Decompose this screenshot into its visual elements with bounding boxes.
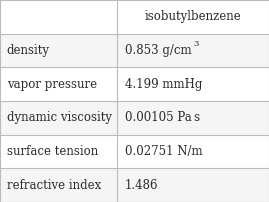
Bar — [0, 34, 269, 67]
Bar — [0, 135, 269, 168]
Text: vapor pressure: vapor pressure — [7, 78, 97, 91]
Text: dynamic viscosity: dynamic viscosity — [7, 111, 112, 124]
Text: density: density — [7, 44, 50, 57]
Text: isobutylbenzene: isobutylbenzene — [145, 10, 241, 23]
Text: 0.853 g/cm: 0.853 g/cm — [125, 44, 192, 57]
Text: 4.199 mmHg: 4.199 mmHg — [125, 78, 203, 91]
Text: 1.486: 1.486 — [125, 179, 159, 192]
Bar — [0, 67, 269, 101]
Bar — [0, 168, 269, 202]
Bar — [0, 101, 269, 135]
Text: surface tension: surface tension — [7, 145, 98, 158]
Text: 0.00105 Pa s: 0.00105 Pa s — [125, 111, 200, 124]
Text: 3: 3 — [193, 40, 199, 48]
Text: 0.02751 N/m: 0.02751 N/m — [125, 145, 203, 158]
Text: refractive index: refractive index — [7, 179, 101, 192]
